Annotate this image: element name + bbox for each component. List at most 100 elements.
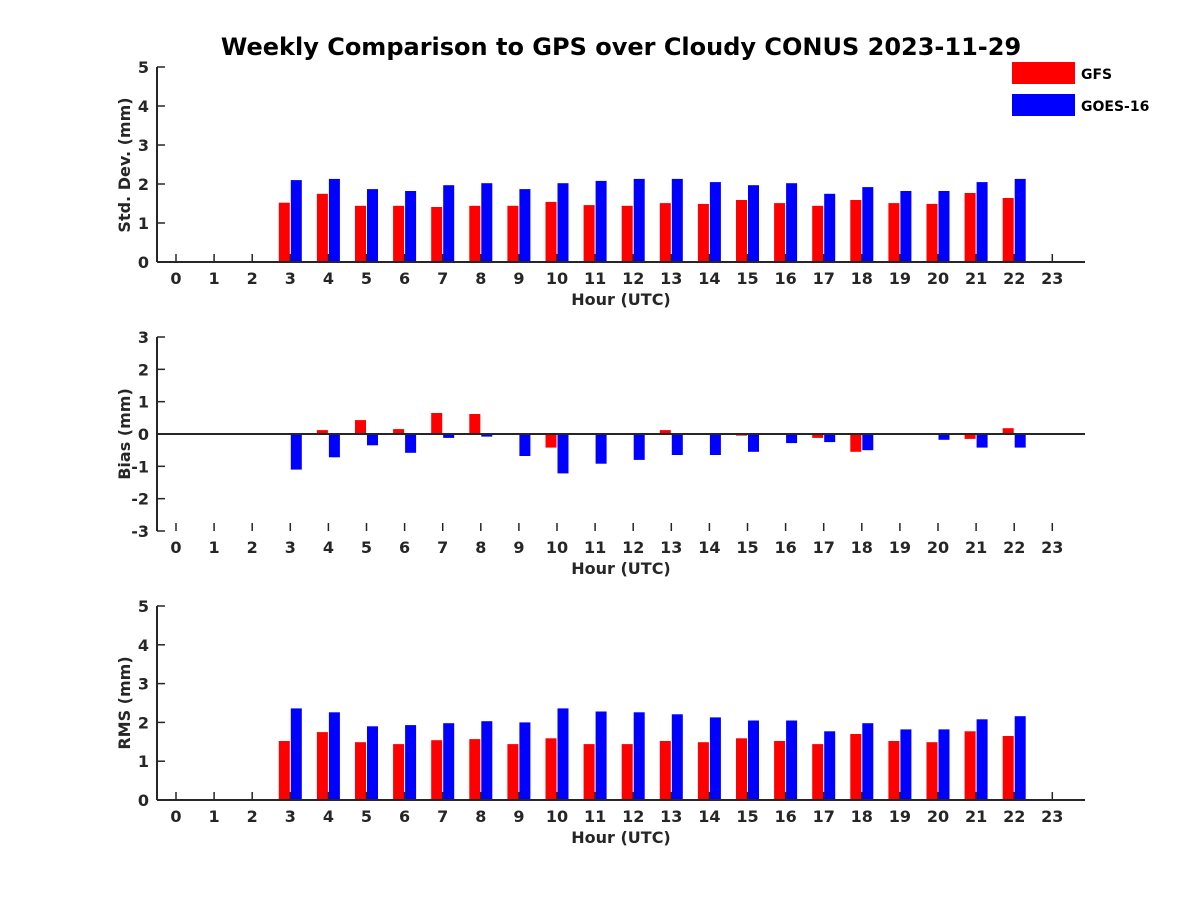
bar-std-gfs-h18	[850, 200, 862, 262]
bar-bias-goes-16-h20	[938, 434, 950, 440]
bar-rms-goes-16-h9	[519, 722, 531, 800]
bars-rms	[278, 708, 1026, 800]
bar-std-goes-16-h14	[709, 182, 721, 262]
bar-rms-gfs-h18	[850, 734, 862, 800]
x-tick-label-std-7: 7	[437, 269, 448, 288]
y-tick-label-bias--2: -2	[131, 490, 149, 509]
bar-rms-gfs-h13	[659, 741, 671, 800]
bar-std-gfs-h11	[583, 205, 595, 262]
bar-std-goes-16-h3	[290, 180, 302, 262]
bar-std-goes-16-h4	[328, 178, 340, 262]
bar-bias-gfs-h21	[964, 434, 976, 439]
bar-bias-gfs-h22	[1002, 428, 1014, 434]
x-tick-label-bias-4: 4	[323, 538, 334, 557]
bar-std-goes-16-h20	[938, 191, 950, 262]
x-tick-label-rms-23: 23	[1041, 807, 1063, 826]
bar-bias-goes-16-h13	[671, 434, 683, 455]
bar-rms-goes-16-h15	[748, 720, 759, 800]
y-axis-label-std: Std. Dev. (mm)	[115, 97, 134, 232]
x-axis-label-rms: Hour (UTC)	[571, 828, 671, 847]
bar-rms-goes-16-h7	[443, 723, 455, 800]
y-tick-label-std-5: 5	[138, 58, 149, 77]
bar-rms-gfs-h19	[888, 741, 900, 800]
bar-std-gfs-h15	[736, 200, 747, 262]
bar-std-gfs-h19	[888, 203, 900, 262]
y-tick-label-rms-5: 5	[138, 597, 149, 616]
bar-std-gfs-h10	[545, 201, 557, 262]
bar-std-goes-16-h21	[976, 182, 988, 262]
x-tick-label-std-16: 16	[774, 269, 796, 288]
x-tick-label-std-10: 10	[546, 269, 568, 288]
x-tick-label-rms-16: 16	[774, 807, 796, 826]
x-tick-label-std-22: 22	[1003, 269, 1025, 288]
bar-bias-gfs-h5	[355, 420, 366, 434]
bar-bias-goes-16-h17	[824, 434, 836, 443]
bar-std-goes-16-h7	[443, 185, 455, 262]
x-tick-label-rms-3: 3	[285, 807, 296, 826]
bar-rms-gfs-h11	[583, 744, 595, 800]
y-tick-label-bias--3: -3	[131, 522, 149, 541]
y-tick-label-bias-0: 0	[138, 425, 149, 444]
bar-rms-gfs-h6	[393, 744, 405, 800]
x-tick-label-rms-20: 20	[927, 807, 949, 826]
x-tick-label-rms-9: 9	[513, 807, 524, 826]
x-tick-label-bias-22: 22	[1003, 538, 1025, 557]
legend-swatch-gfs	[1012, 62, 1075, 84]
x-tick-label-std-6: 6	[399, 269, 410, 288]
x-tick-label-rms-19: 19	[889, 807, 911, 826]
bar-rms-goes-16-h10	[557, 708, 569, 800]
y-tick-label-bias-2: 2	[138, 360, 149, 379]
x-tick-label-bias-8: 8	[475, 538, 486, 557]
bar-bias-gfs-h18	[850, 434, 862, 452]
legend: GFS GOES-16	[1012, 62, 1149, 116]
x-tick-label-bias-3: 3	[285, 538, 296, 557]
bar-bias-goes-16-h11	[595, 434, 607, 464]
bar-rms-gfs-h9	[507, 744, 519, 800]
bars-bias	[290, 413, 1026, 474]
bar-bias-gfs-h8	[469, 414, 481, 434]
bar-rms-goes-16-h6	[405, 725, 417, 800]
bar-rms-gfs-h16	[774, 741, 786, 800]
bar-rms-goes-16-h4	[328, 712, 340, 800]
x-tick-label-std-19: 19	[889, 269, 911, 288]
y-tick-label-rms-4: 4	[138, 636, 149, 655]
bar-bias-goes-16-h6	[405, 434, 417, 453]
bar-std-gfs-h13	[659, 203, 671, 262]
bar-std-gfs-h6	[393, 205, 405, 262]
bar-bias-goes-16-h3	[290, 434, 302, 470]
x-tick-label-std-11: 11	[584, 269, 606, 288]
x-tick-label-std-20: 20	[927, 269, 949, 288]
bar-bias-goes-16-h15	[748, 434, 759, 452]
bars-std	[278, 178, 1026, 263]
x-tick-label-bias-12: 12	[622, 538, 644, 557]
bar-bias-goes-16-h12	[633, 434, 645, 460]
bar-rms-gfs-h3	[278, 741, 290, 800]
x-tick-label-bias-14: 14	[698, 538, 720, 557]
bar-std-goes-16-h8	[481, 183, 493, 262]
bar-rms-goes-16-h14	[709, 717, 721, 800]
x-tick-label-rms-18: 18	[851, 807, 873, 826]
bar-rms-goes-16-h3	[290, 708, 302, 800]
bar-bias-goes-16-h4	[328, 434, 340, 458]
bar-std-goes-16-h10	[557, 183, 569, 262]
bar-bias-gfs-h6	[393, 429, 405, 434]
bar-rms-gfs-h4	[316, 732, 328, 800]
bar-std-goes-16-h6	[405, 191, 417, 262]
x-tick-label-bias-21: 21	[965, 538, 987, 557]
bar-std-gfs-h17	[812, 205, 824, 262]
x-tick-label-rms-2: 2	[247, 807, 258, 826]
x-tick-label-bias-17: 17	[813, 538, 835, 557]
bar-rms-gfs-h15	[736, 738, 747, 800]
bar-bias-goes-16-h7	[443, 434, 455, 438]
bar-rms-goes-16-h21	[976, 719, 988, 800]
bar-std-gfs-h22	[1002, 198, 1014, 262]
x-axis-label-bias: Hour (UTC)	[571, 559, 671, 578]
bar-bias-gfs-h13	[659, 430, 671, 434]
x-tick-label-std-13: 13	[660, 269, 682, 288]
x-tick-label-std-1: 1	[209, 269, 220, 288]
x-tick-label-std-4: 4	[323, 269, 334, 288]
y-tick-label-bias-3: 3	[138, 328, 149, 347]
bar-bias-goes-16-h9	[519, 434, 531, 456]
x-tick-label-rms-4: 4	[323, 807, 334, 826]
